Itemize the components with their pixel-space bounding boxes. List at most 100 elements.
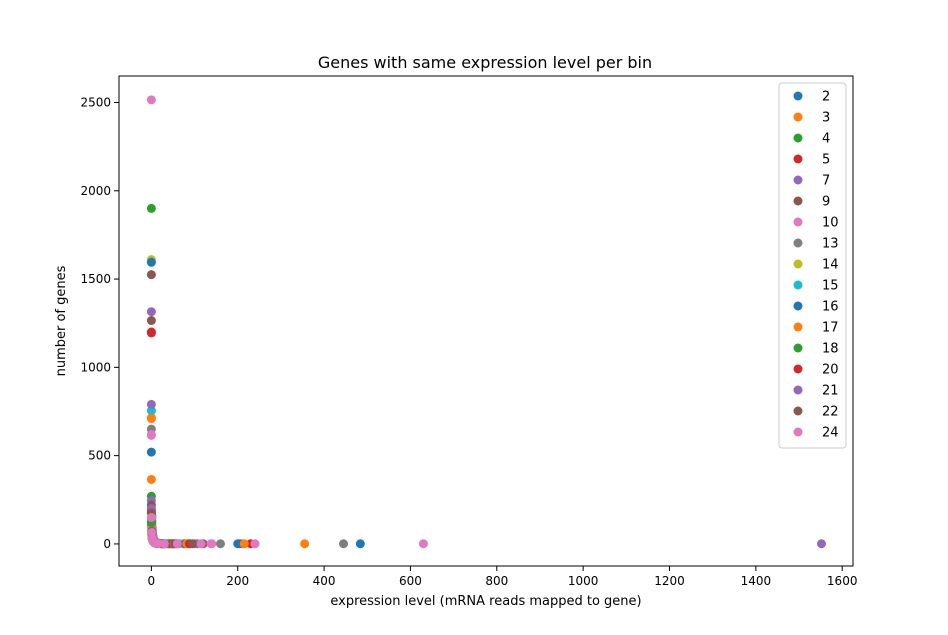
x-tick-label: 200 xyxy=(226,574,249,588)
legend-label: 7 xyxy=(822,174,830,189)
point-7-0 xyxy=(146,307,156,317)
legend-label: 18 xyxy=(822,342,839,357)
legend-item: 2 xyxy=(793,90,830,105)
legend-item: 18 xyxy=(793,342,839,357)
point-9-0 xyxy=(146,270,156,280)
point-24-9 xyxy=(196,539,206,549)
series-7 xyxy=(146,307,826,549)
legend-marker xyxy=(793,385,803,395)
x-tick-label: 1000 xyxy=(568,574,599,588)
legend-item: 3 xyxy=(793,111,830,126)
point-24-7 xyxy=(159,539,169,549)
legend-label: 17 xyxy=(822,321,839,336)
legend-marker xyxy=(793,427,803,437)
legend-item: 5 xyxy=(793,153,830,168)
y-axis-label: number of genes xyxy=(54,265,69,376)
point-24-1 xyxy=(146,512,156,522)
legend-label: 10 xyxy=(822,216,839,231)
point-15-0 xyxy=(146,406,156,416)
legend-label: 14 xyxy=(822,258,839,273)
legend-marker xyxy=(793,91,803,101)
point-24-10 xyxy=(207,539,217,549)
legend-label: 9 xyxy=(822,195,830,210)
legend-label: 3 xyxy=(822,111,830,126)
legend-label: 13 xyxy=(822,237,839,252)
legend-item: 7 xyxy=(793,174,830,189)
legend-marker xyxy=(793,343,803,353)
point-24-0 xyxy=(146,429,156,439)
point-24-8 xyxy=(172,539,182,549)
legend-label: 24 xyxy=(822,426,839,441)
legend-marker xyxy=(793,133,803,143)
legend-item: 15 xyxy=(793,279,839,294)
legend-label: 16 xyxy=(822,300,839,315)
legend-label: 15 xyxy=(822,279,839,294)
series-13 xyxy=(146,424,349,549)
x-tick-label: 800 xyxy=(485,574,508,588)
legend-marker xyxy=(793,238,803,248)
series-5 xyxy=(146,328,256,549)
y-tick-label: 1000 xyxy=(80,360,111,374)
legend-marker xyxy=(793,280,803,290)
x-tick-label: 600 xyxy=(399,574,422,588)
legend-item: 24 xyxy=(793,426,839,441)
chart-title: Genes with same expression level per bin xyxy=(318,53,652,72)
x-tick-label: 0 xyxy=(148,574,156,588)
series-24 xyxy=(146,429,260,549)
point-10-11 xyxy=(418,539,428,549)
point-4-0 xyxy=(146,203,156,213)
legend-box xyxy=(778,82,847,449)
x-tick-label: 1400 xyxy=(741,574,772,588)
legend-item: 16 xyxy=(793,300,839,315)
plot-frame xyxy=(118,75,854,567)
legend-item: 4 xyxy=(793,132,830,147)
legend-label: 22 xyxy=(822,405,839,420)
legend-item: 21 xyxy=(793,384,839,399)
point-3-1 xyxy=(146,474,156,484)
legend-marker xyxy=(793,364,803,374)
point-22-0 xyxy=(146,316,156,326)
legend-item: 9 xyxy=(793,195,830,210)
legend-item: 10 xyxy=(793,216,839,231)
legend-marker xyxy=(793,196,803,206)
point-20-0 xyxy=(146,327,156,337)
x-axis-ticks: 0 200 400 600 800 1000 1200 1400 1600 xyxy=(148,566,858,588)
point-2-1 xyxy=(146,447,156,457)
y-tick-label: 0 xyxy=(103,537,111,551)
point-21-0 xyxy=(146,399,156,409)
series-16 xyxy=(146,257,245,549)
legend: 2 3 4 5 7 9 10 13 14 15 16 17 18 20 21 22 24 xyxy=(778,82,847,449)
legend-marker xyxy=(793,301,803,311)
legend-item: 13 xyxy=(793,237,839,252)
series-10 xyxy=(146,95,428,549)
point-10-0 xyxy=(146,95,156,105)
data-points xyxy=(146,95,826,549)
series-3 xyxy=(146,413,310,549)
y-tick-label: 2500 xyxy=(80,95,111,109)
legend-marker xyxy=(793,259,803,269)
legend-item: 20 xyxy=(793,363,839,378)
legend-label: 20 xyxy=(822,363,839,378)
series-4 xyxy=(146,203,202,549)
legend-item: 22 xyxy=(793,405,839,420)
series-17 xyxy=(146,414,249,549)
legend-marker xyxy=(793,406,803,416)
y-axis-ticks: 0 500 1000 1500 2000 2500 xyxy=(80,95,119,551)
x-tick-label: 1600 xyxy=(827,574,858,588)
point-22-9 xyxy=(187,539,197,549)
y-tick-label: 2000 xyxy=(80,184,111,198)
point-3-12 xyxy=(300,539,310,549)
legend-marker xyxy=(793,322,803,332)
series-2 xyxy=(146,256,365,549)
point-16-0 xyxy=(146,257,156,267)
x-tick-label: 400 xyxy=(313,574,336,588)
legend-item: 14 xyxy=(793,258,839,273)
legend-marker xyxy=(793,175,803,185)
legend-marker xyxy=(793,112,803,122)
point-24-11 xyxy=(250,539,260,549)
point-7-10 xyxy=(816,539,826,549)
legend-label: 5 xyxy=(822,153,830,168)
legend-item: 17 xyxy=(793,321,839,336)
point-17-10 xyxy=(239,539,249,549)
